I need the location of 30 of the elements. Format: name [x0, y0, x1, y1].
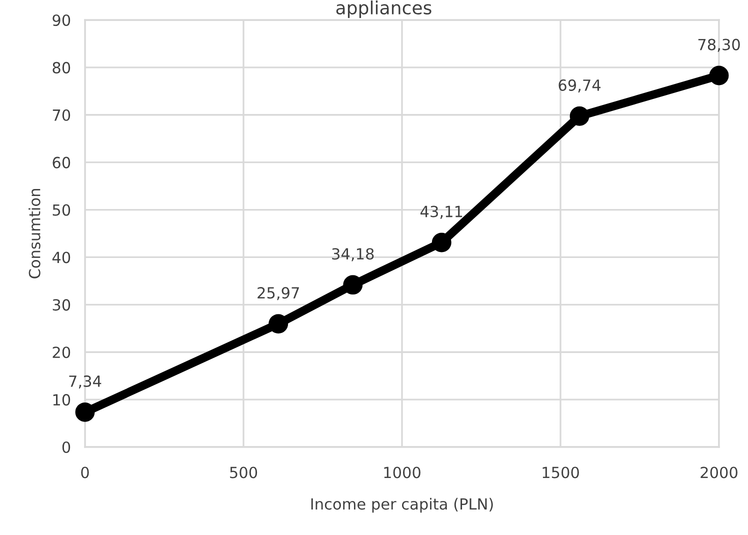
data-label: 78,30 [698, 38, 740, 52]
data-label: 7,34 [69, 375, 102, 389]
point [709, 66, 729, 86]
y-tick-label: 10 [53, 394, 70, 406]
data-label: 43,11 [420, 206, 462, 219]
x-tick-label: 1500 [542, 466, 579, 478]
point [75, 402, 95, 422]
y-tick-label: 40 [52, 252, 70, 264]
y-tick-label: 50 [52, 204, 70, 216]
x-tick-label: 500 [230, 466, 258, 478]
point [570, 106, 590, 126]
y-tick-label: 20 [52, 346, 70, 358]
y-axis-title: Consumtion [28, 189, 40, 278]
chart-title: appliances [336, 0, 432, 18]
x-tick-label: 1000 [384, 466, 420, 478]
point [432, 232, 452, 252]
y-tick-label: 70 [52, 109, 70, 121]
x-tick-label: 2000 [700, 466, 738, 478]
point [343, 275, 363, 295]
x-axis-title: Income per capita (PLN) [311, 498, 493, 513]
y-tick-label: 80 [52, 62, 70, 74]
data-label: 69,74 [558, 79, 601, 92]
y-tick-label: 30 [52, 299, 70, 311]
x-tick-label: 0 [81, 466, 89, 478]
y-tick-label: 90 [52, 14, 70, 26]
data-label: 25,97 [258, 287, 299, 300]
y-tick-label: 0 [62, 441, 70, 454]
y-tick-label: 60 [52, 156, 70, 168]
point [268, 314, 288, 334]
data-label: 34,18 [332, 248, 374, 262]
